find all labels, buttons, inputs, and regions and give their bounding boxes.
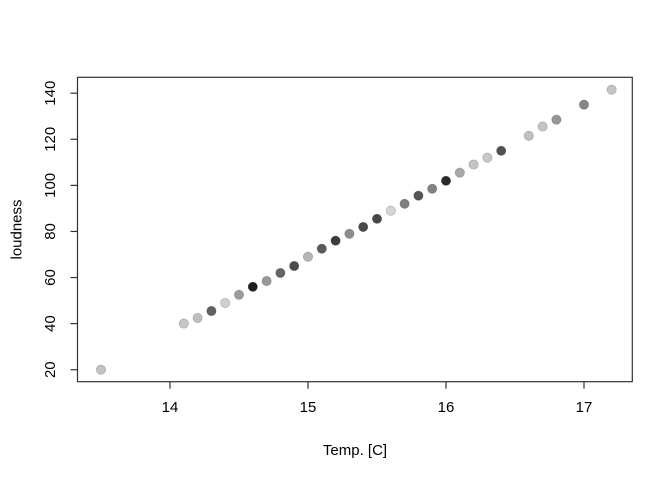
data-point	[427, 183, 438, 194]
data-point	[233, 289, 245, 300]
data-point	[220, 297, 231, 308]
data-point	[468, 159, 479, 170]
y-tick-label: 100	[42, 173, 59, 198]
data-point	[95, 364, 107, 375]
data-point	[192, 312, 203, 323]
data-point	[385, 205, 396, 216]
x-tick-label: 16	[438, 399, 455, 416]
x-tick-label: 14	[162, 399, 179, 416]
y-tick-label: 40	[42, 315, 59, 332]
y-tick-label: 20	[42, 361, 59, 378]
y-tick-label: 120	[42, 127, 59, 152]
x-axis: 14 15 16 17	[162, 381, 593, 416]
data-point	[302, 251, 314, 262]
data-point	[344, 228, 355, 239]
data-point	[551, 114, 562, 125]
data-point	[537, 121, 548, 132]
data-point	[261, 275, 272, 287]
data-point	[178, 318, 189, 329]
data-point	[482, 152, 493, 163]
data-point	[289, 260, 300, 272]
data-point	[523, 130, 534, 141]
x-tick-label: 15	[300, 399, 317, 416]
data-point	[440, 175, 452, 186]
data-point	[330, 235, 341, 246]
y-axis: 20 40 60 80 100 120 140	[42, 81, 78, 378]
y-tick-label: 140	[42, 81, 59, 106]
y-axis-title: loudness	[8, 199, 25, 259]
data-point	[606, 84, 617, 95]
data-point	[316, 243, 327, 254]
plot-frame	[76, 76, 633, 383]
data-point	[371, 213, 383, 224]
data-point	[454, 167, 465, 178]
data-point	[358, 221, 369, 232]
data-point	[578, 99, 590, 110]
points-layer	[95, 84, 617, 375]
data-point	[399, 198, 410, 209]
data-point	[247, 281, 258, 292]
data-point	[206, 305, 217, 317]
data-point	[275, 267, 286, 278]
x-tick-label: 17	[576, 399, 593, 416]
data-point	[496, 145, 507, 156]
data-point	[413, 190, 424, 201]
x-axis-title: Temp. [C]	[323, 442, 387, 459]
y-tick-label: 80	[42, 223, 59, 240]
y-tick-label: 60	[42, 269, 59, 286]
